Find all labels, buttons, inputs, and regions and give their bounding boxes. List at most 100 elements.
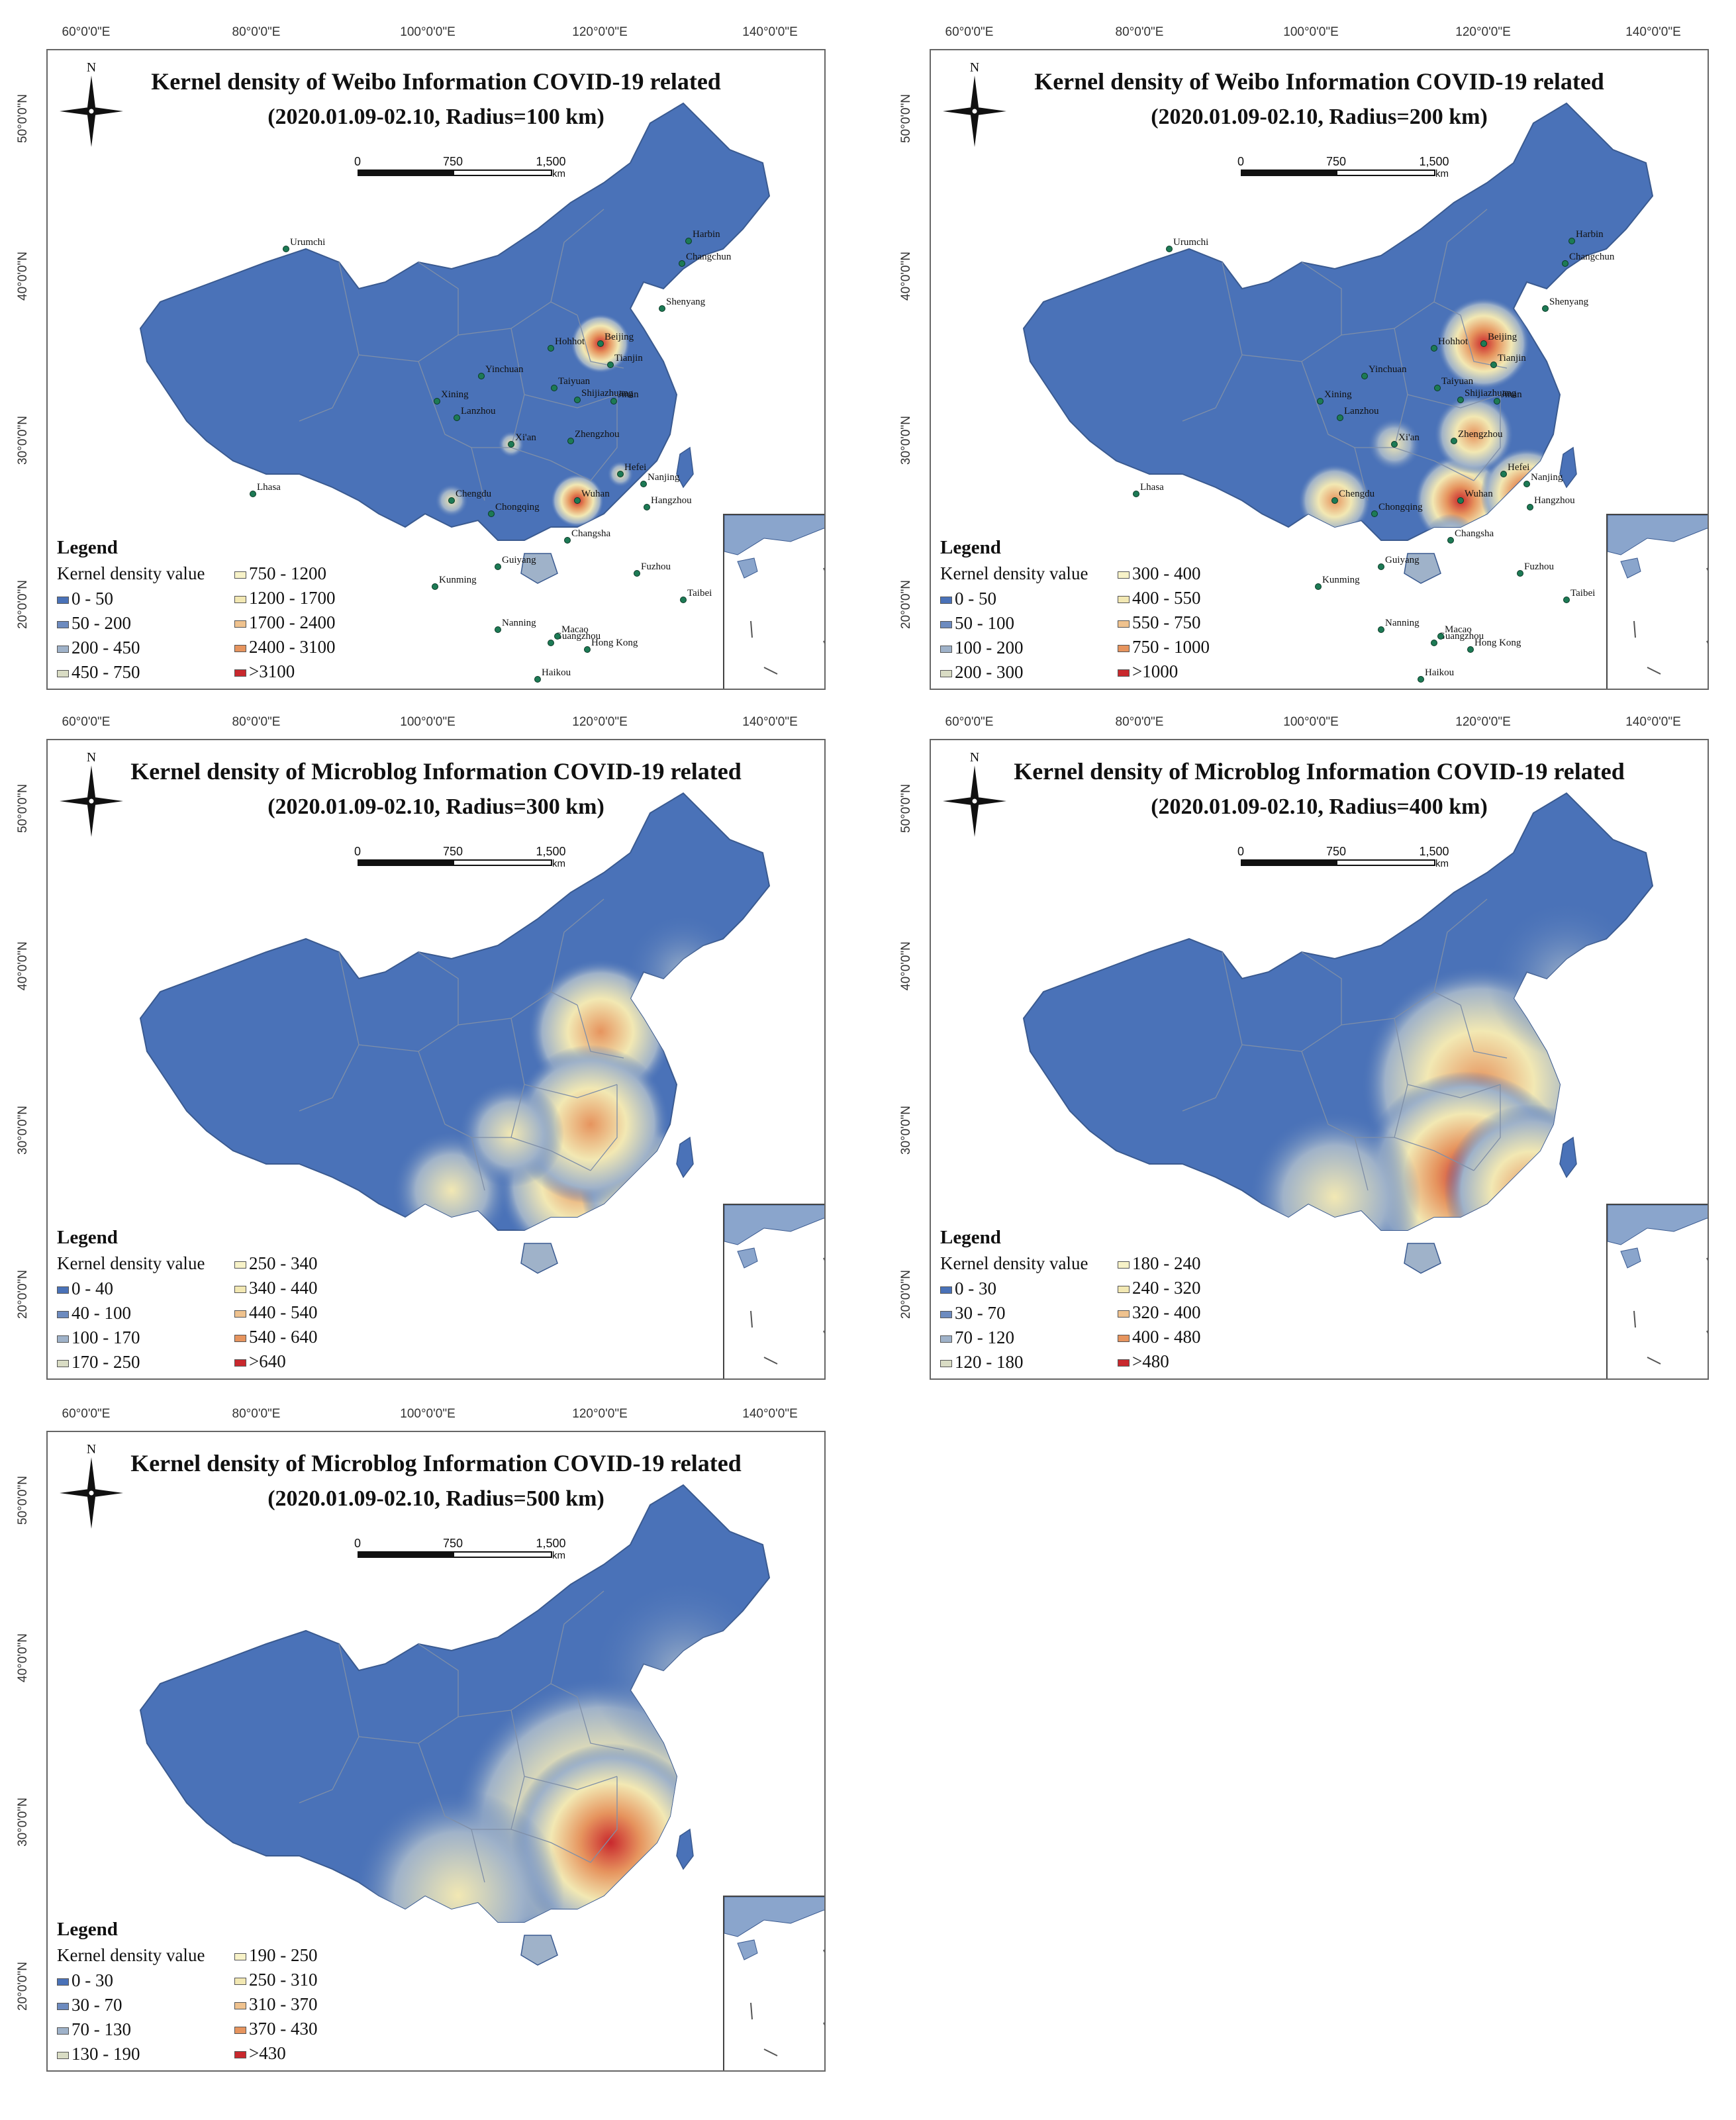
city-label: Hefei [1508,462,1530,473]
scale-bar-segment [453,1551,552,1558]
legend-swatch [57,1311,69,1319]
legend-range: 750 - 1000 [1132,637,1210,657]
legend-swatch [940,646,952,653]
longitude-label: 60°0'0"E [945,25,994,39]
city-label: Guiyang [502,555,536,565]
legend-item: 250 - 340 [234,1253,318,1274]
city-label: Nanning [1385,618,1420,628]
city-marker [1457,497,1464,504]
city-label: Shenyang [666,297,706,307]
province-boundary [524,394,618,409]
scale-unit: km [552,168,565,179]
city-marker [1568,238,1575,244]
scale-bar-segment [453,859,552,866]
city-marker [617,471,624,477]
city-marker [534,676,541,683]
legend-swatch [57,1360,69,1368]
legend-range: 180 - 240 [1132,1253,1201,1273]
province-boundary [550,898,604,992]
city-marker [1431,345,1437,352]
scale-unit: km [552,1550,565,1561]
legend-swatch [57,621,69,629]
legend-swatch [57,670,69,678]
city-marker [1494,398,1500,405]
province-boundary [577,1004,624,1059]
province-boundary [510,447,591,481]
city-label: Guiyang [1385,555,1420,565]
legend: Legend Kernel density value 0 - 30 30 - 70 7… [57,1919,318,2064]
city-marker [1378,563,1384,570]
legend-item: 1700 - 2400 [234,612,336,633]
south-china-sea-inset [1606,1204,1708,1378]
city-label: Macao [561,624,589,635]
city-label: Kunming [1322,575,1360,585]
longitude-label: 60°0'0"E [62,25,111,39]
legend-item: 30 - 70 [940,1303,1006,1324]
legend-item: 40 - 100 [57,1303,131,1324]
city-marker [1490,361,1497,368]
legend-item: 0 - 50 [57,589,113,609]
city-label: Zhengzhou [1458,429,1503,440]
city-marker [640,481,647,487]
legend-subtitle: Kernel density value [57,1253,205,1273]
city-label: Haikou [1425,667,1455,678]
city-label: Changchun [686,252,732,262]
city-marker [1523,481,1530,487]
province-boundary [299,951,360,1112]
legend-item: 0 - 30 [940,1278,996,1299]
province-boundary [1355,1018,1408,1138]
city-label: Guangzhou [1438,631,1484,642]
legend: Legend Kernel density value 0 - 50 50 - 100… [940,537,1210,682]
density-hotspot [498,1263,617,1378]
density-hotspot [458,1081,564,1187]
longitude-label: 100°0'0"E [400,25,456,39]
hainan-island [1404,553,1441,584]
city-marker [685,238,692,244]
province-boundary [1473,1084,1501,1171]
city-label: Haikou [542,667,571,678]
province-boundary [1394,1137,1474,1171]
legend-item: 370 - 430 [234,2019,318,2039]
legend-range: 400 - 550 [1132,588,1201,608]
density-hotspot [352,1790,564,1922]
scale-bar: 0 750 1,500 km [1235,155,1449,188]
longitude-label: 140°0'0"E [742,25,798,39]
province-boundary [418,1051,472,1138]
china-landmass [139,102,771,541]
map-title: Kernel density of Microblog Information … [130,758,742,785]
legend-range: 540 - 640 [249,1327,318,1347]
province-boundary [471,447,485,501]
latitude-label: 20°0'0"N [16,580,30,629]
legend-swatch [1118,1286,1130,1294]
city-marker [1500,471,1507,477]
north-arrow-icon: N [943,60,1006,147]
legend-range: 30 - 70 [955,1303,1006,1323]
city-label: Jinan [1501,389,1522,400]
legend-range: 450 - 750 [72,662,140,682]
latitude-label: 30°0'0"N [899,1106,913,1155]
province-boundary [471,1018,525,1138]
legend-item: 750 - 1000 [1118,637,1210,657]
city-marker [1467,646,1474,653]
legend-range: 1700 - 2400 [249,612,336,632]
legend-item: 310 - 370 [234,1994,318,2015]
longitude-label: 80°0'0"E [232,25,281,39]
city-marker [1447,537,1454,544]
legend-swatch [234,2002,246,2010]
legend-title: Legend [940,537,1001,558]
legend-swatch [1118,596,1130,604]
longitude-label: 120°0'0"E [572,1407,628,1421]
legend-range: 200 - 450 [72,638,140,657]
city-label: Shenyang [1549,297,1589,307]
scale-tick-label: 0 [354,1537,362,1550]
province-boundary [418,262,459,335]
province-boundary [1341,991,1461,1026]
scale-unit: km [1435,168,1449,179]
city-marker [564,537,571,544]
city-label: Harbin [1576,229,1604,240]
legend-item: 1200 - 1700 [234,588,336,608]
city-label: Hong Kong [1474,638,1521,648]
map-panel-3: 60°0'0"E 80°0'0"E 100°0'0"E 120°0'0"E 140°0'… [12,715,826,1380]
legend: Legend Kernel density value 0 - 40 40 - 100… [57,1227,318,1372]
city-label: Hohhot [555,336,585,347]
